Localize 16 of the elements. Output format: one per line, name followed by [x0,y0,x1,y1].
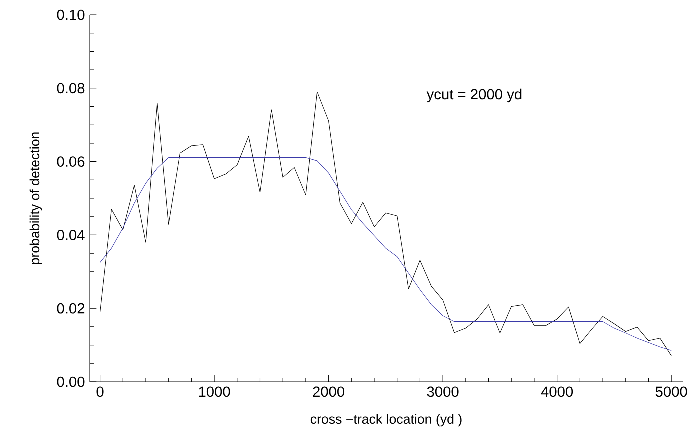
annotation: ycut = 2000 yd [426,88,522,103]
y-tick-label: 0.00 [57,376,85,388]
x-tick-label: 3000 [427,386,459,398]
line-series [100,157,672,352]
y-tick-label: 0.04 [57,230,85,240]
x-axis-title: cross −track location (yd ) [310,414,462,427]
x-tick-label: 0 [96,386,104,398]
x-tick-label: 2000 [313,386,345,398]
y-tick-label: 0.06 [57,156,85,167]
y-axis-title: probability of detection [30,132,42,264]
y-tick-label: 0.08 [57,83,85,94]
x-tick-label: 4000 [541,386,574,398]
y-tick-label: 0.02 [57,303,85,314]
x-tick-label: 5000 [656,386,688,398]
x-tick-label: 1000 [199,386,230,398]
y-tick-label: 0.10 [57,10,85,20]
